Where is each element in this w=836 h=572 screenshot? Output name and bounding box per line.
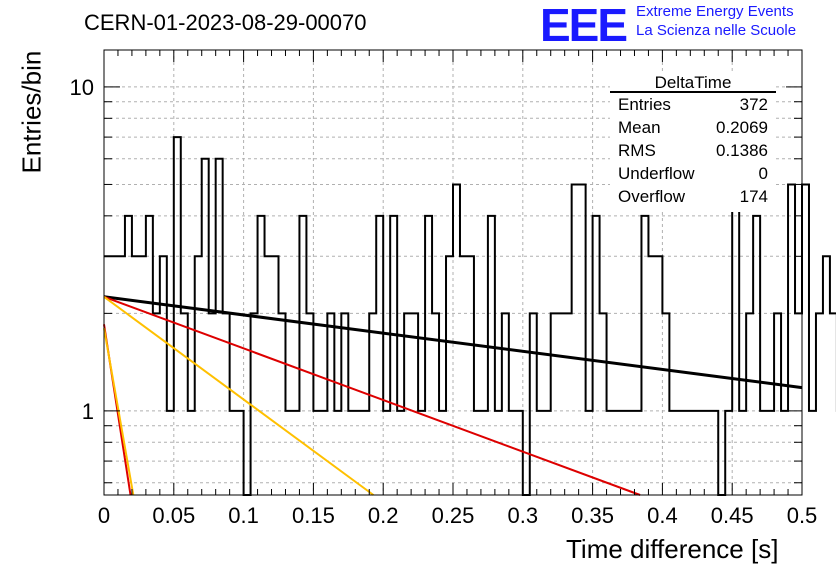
x-axis: 0 0.05 0.1 0.15 0.2 0.25 0.3 0.35 0.4 0.45 0.5 bbox=[98, 50, 817, 528]
fit-line-3 bbox=[103, 295, 375, 496]
stats-label: Underflow bbox=[618, 164, 695, 183]
x-tick-label: 0.5 bbox=[787, 503, 818, 528]
x-tick-label: 0.2 bbox=[368, 503, 399, 528]
x-tick-label: 0.35 bbox=[571, 503, 614, 528]
chart-title: CERN-01-2023-08-29-00070 bbox=[84, 10, 367, 35]
eee-logo: EEE bbox=[540, 0, 628, 51]
fit-line-1 bbox=[103, 295, 803, 390]
fit-line-2 bbox=[103, 295, 641, 496]
stats-box: DeltaTime Entries 372 Mean 0.2069 RMS 0.1386 Un… bbox=[610, 73, 776, 212]
y-axis: 1 10 bbox=[70, 75, 802, 484]
histogram-line bbox=[104, 136, 836, 496]
x-tick-label: 0.05 bbox=[152, 503, 195, 528]
logo-subtitle-2: La Scienza nelle Scuole bbox=[636, 22, 797, 39]
x-tick-label: 0.15 bbox=[292, 503, 335, 528]
stats-box-bg bbox=[610, 74, 776, 212]
x-tick-label: 0.4 bbox=[647, 503, 678, 528]
stats-label: Entries bbox=[618, 95, 671, 114]
stats-title: DeltaTime bbox=[655, 73, 732, 92]
stats-label: Overflow bbox=[618, 187, 686, 206]
stats-value: 0.1386 bbox=[716, 141, 768, 160]
y-tick-label: 10 bbox=[70, 75, 94, 100]
stats-label: RMS bbox=[618, 141, 656, 160]
stats-value: 0.2069 bbox=[716, 118, 768, 137]
y-tick-label: 1 bbox=[82, 399, 94, 424]
logo-subtitle-1: Extreme Energy Events bbox=[636, 3, 794, 20]
stats-label: Mean bbox=[618, 118, 661, 137]
stats-value: 372 bbox=[740, 95, 768, 114]
x-tick-label: 0.45 bbox=[711, 503, 754, 528]
x-tick-label: 0 bbox=[98, 503, 110, 528]
stats-value: 174 bbox=[740, 187, 768, 206]
fit-line-5 bbox=[103, 328, 135, 496]
x-tick-label: 0.3 bbox=[508, 503, 539, 528]
x-tick-label: 0.1 bbox=[228, 503, 259, 528]
fit-lines bbox=[103, 295, 803, 496]
stats-value: 0 bbox=[759, 164, 768, 183]
histogram bbox=[104, 136, 836, 496]
x-tick-label: 0.25 bbox=[432, 503, 475, 528]
x-axis-label: Time difference [s] bbox=[566, 534, 779, 564]
